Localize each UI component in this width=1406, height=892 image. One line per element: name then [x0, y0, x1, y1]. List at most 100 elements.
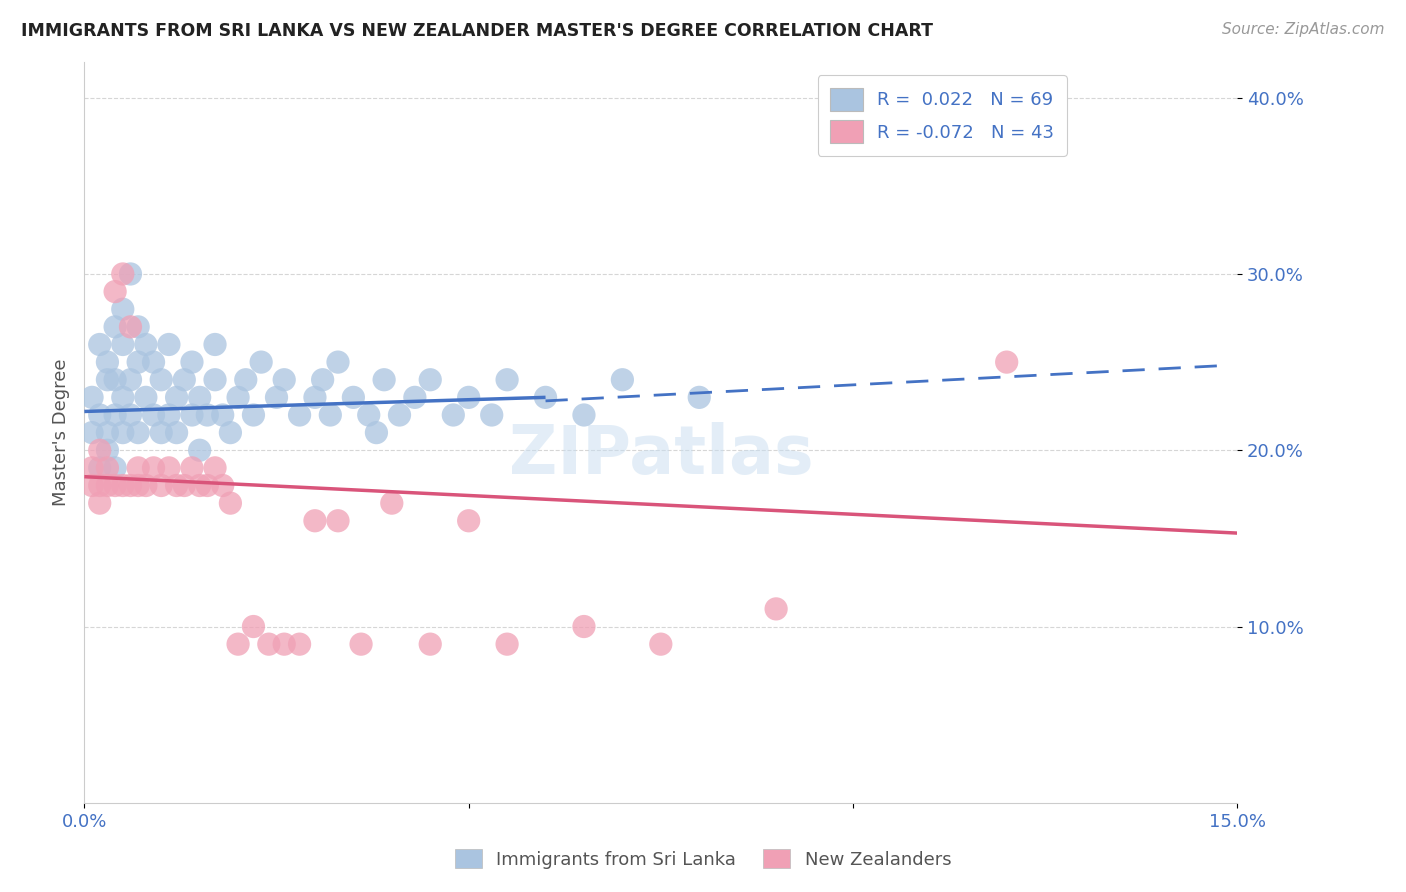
- Point: [157, 408, 180, 422]
- Text: ZIPatlas: ZIPatlas: [509, 422, 813, 488]
- Point: [373, 373, 395, 387]
- Point: [120, 319, 142, 334]
- Point: [80, 461, 103, 475]
- Point: [226, 390, 249, 404]
- Point: [572, 408, 595, 422]
- Point: [326, 514, 349, 528]
- Point: [242, 408, 264, 422]
- Point: [111, 302, 134, 317]
- Point: [111, 267, 134, 281]
- Point: [404, 390, 426, 404]
- Point: [89, 408, 111, 422]
- Text: IMMIGRANTS FROM SRI LANKA VS NEW ZEALANDER MASTER'S DEGREE CORRELATION CHART: IMMIGRANTS FROM SRI LANKA VS NEW ZEALAND…: [21, 22, 934, 40]
- Point: [80, 478, 103, 492]
- Point: [111, 478, 134, 492]
- Point: [350, 637, 373, 651]
- Point: [173, 478, 195, 492]
- Point: [96, 373, 118, 387]
- Point: [166, 478, 188, 492]
- Point: [157, 461, 180, 475]
- Point: [326, 355, 349, 369]
- Point: [135, 337, 157, 351]
- Point: [242, 619, 264, 633]
- Legend: R =  0.022   N = 69, R = -0.072   N = 43: R = 0.022 N = 69, R = -0.072 N = 43: [818, 75, 1067, 156]
- Point: [89, 496, 111, 510]
- Point: [257, 637, 280, 651]
- Point: [104, 373, 127, 387]
- Point: [288, 637, 311, 651]
- Point: [80, 425, 103, 440]
- Point: [104, 319, 127, 334]
- Point: [111, 425, 134, 440]
- Point: [311, 373, 333, 387]
- Point: [120, 408, 142, 422]
- Point: [96, 443, 118, 458]
- Point: [273, 637, 295, 651]
- Point: [419, 637, 441, 651]
- Point: [104, 478, 127, 492]
- Point: [89, 461, 111, 475]
- Point: [166, 425, 188, 440]
- Point: [157, 337, 180, 351]
- Point: [342, 390, 364, 404]
- Point: [481, 408, 503, 422]
- Point: [188, 478, 211, 492]
- Point: [995, 355, 1018, 369]
- Point: [366, 425, 388, 440]
- Point: [150, 373, 173, 387]
- Point: [80, 390, 103, 404]
- Point: [419, 373, 441, 387]
- Point: [211, 478, 233, 492]
- Point: [111, 337, 134, 351]
- Point: [104, 461, 127, 475]
- Point: [166, 390, 188, 404]
- Point: [120, 478, 142, 492]
- Point: [496, 373, 519, 387]
- Point: [188, 443, 211, 458]
- Point: [204, 373, 226, 387]
- Point: [181, 408, 204, 422]
- Point: [120, 267, 142, 281]
- Point: [273, 373, 295, 387]
- Point: [357, 408, 380, 422]
- Point: [181, 355, 204, 369]
- Point: [441, 408, 464, 422]
- Point: [111, 390, 134, 404]
- Point: [89, 443, 111, 458]
- Point: [127, 478, 149, 492]
- Point: [211, 408, 233, 422]
- Point: [120, 373, 142, 387]
- Point: [765, 602, 787, 616]
- Point: [204, 461, 226, 475]
- Point: [142, 408, 165, 422]
- Point: [89, 478, 111, 492]
- Point: [127, 319, 149, 334]
- Point: [96, 425, 118, 440]
- Point: [381, 496, 404, 510]
- Point: [89, 337, 111, 351]
- Point: [688, 390, 710, 404]
- Point: [572, 619, 595, 633]
- Point: [127, 425, 149, 440]
- Point: [104, 285, 127, 299]
- Y-axis label: Master's Degree: Master's Degree: [52, 359, 70, 507]
- Point: [534, 390, 557, 404]
- Point: [250, 355, 273, 369]
- Point: [195, 478, 218, 492]
- Point: [304, 390, 326, 404]
- Point: [96, 461, 118, 475]
- Text: Source: ZipAtlas.com: Source: ZipAtlas.com: [1222, 22, 1385, 37]
- Point: [235, 373, 257, 387]
- Point: [127, 461, 149, 475]
- Point: [96, 478, 118, 492]
- Point: [612, 373, 634, 387]
- Point: [188, 390, 211, 404]
- Point: [142, 461, 165, 475]
- Point: [104, 408, 127, 422]
- Point: [288, 408, 311, 422]
- Point: [135, 390, 157, 404]
- Point: [496, 637, 519, 651]
- Point: [195, 408, 218, 422]
- Point: [135, 478, 157, 492]
- Point: [96, 355, 118, 369]
